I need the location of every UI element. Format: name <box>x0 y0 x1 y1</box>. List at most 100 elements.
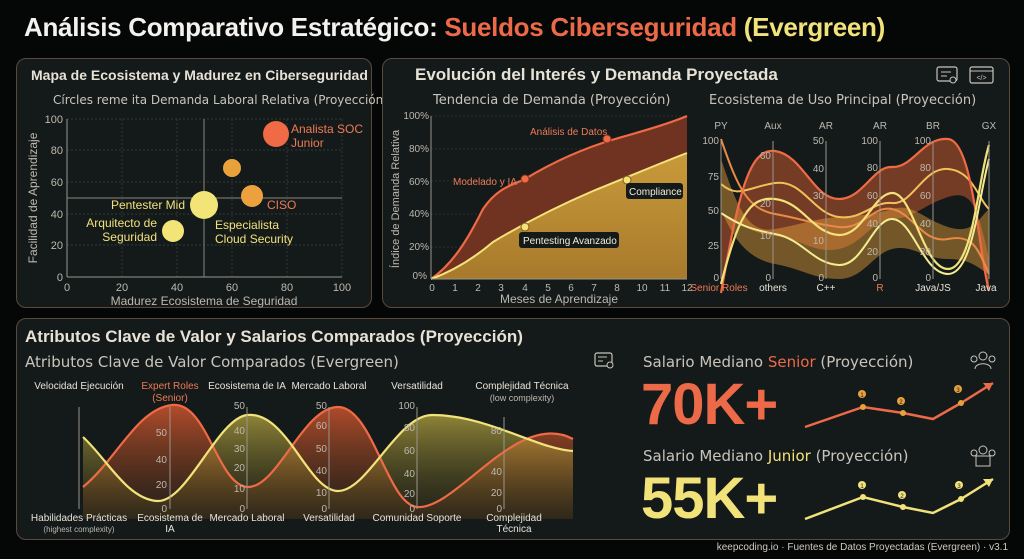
svg-text:(highest complexity): (highest complexity) <box>43 525 114 534</box>
svg-text:0: 0 <box>57 272 63 284</box>
panel-subtitle: Círcles reme ita Demanda Laboral Relativ… <box>53 93 388 107</box>
svg-text:Java/JS: Java/JS <box>915 283 951 294</box>
svg-text:5: 5 <box>545 283 551 294</box>
svg-text:0: 0 <box>64 282 70 294</box>
svg-text:40: 40 <box>813 164 825 175</box>
certificate-icon[interactable] <box>936 65 960 90</box>
svg-text:12: 12 <box>681 283 693 294</box>
svg-text:11: 11 <box>660 283 671 294</box>
svg-text:100: 100 <box>861 136 878 147</box>
svg-text:0%: 0% <box>413 271 428 282</box>
svg-text:20: 20 <box>491 488 503 499</box>
svg-text:1: 1 <box>860 393 864 399</box>
svg-text:100: 100 <box>914 136 931 147</box>
svg-text:0: 0 <box>818 273 824 284</box>
title-part-2: Sueldos Ciberseguridad <box>444 12 737 42</box>
svg-text:3: 3 <box>956 388 960 394</box>
svg-text:40: 40 <box>171 282 183 294</box>
svg-text:40: 40 <box>867 219 879 230</box>
svg-text:AR: AR <box>819 121 833 132</box>
svg-text:20%: 20% <box>409 242 429 253</box>
svg-text:Compliance: Compliance <box>629 187 682 198</box>
code-window-icon[interactable]: </> <box>969 65 995 90</box>
svg-text:75: 75 <box>708 172 720 183</box>
svg-text:60: 60 <box>920 191 932 202</box>
svg-text:Técnica: Técnica <box>496 524 531 535</box>
svg-text:60%: 60% <box>409 177 429 188</box>
svg-text:Senior Roles: Senior Roles <box>690 283 747 294</box>
svg-text:PY: PY <box>714 121 728 132</box>
svg-text:20: 20 <box>867 247 879 258</box>
svg-text:(low complexity): (low complexity) <box>490 393 555 403</box>
svg-text:20: 20 <box>116 282 128 294</box>
svg-text:0: 0 <box>161 504 167 515</box>
svg-text:40: 40 <box>51 209 63 221</box>
svg-text:Comunidad Soporte: Comunidad Soporte <box>373 513 462 524</box>
svg-text:100: 100 <box>702 136 719 147</box>
ecosystem-map-panel: Mapa de Ecosistema y Madurez en Ciberseg… <box>16 58 388 308</box>
bubble-chart: 100 80 60 40 20 0 0 20 40 60 80 100 Madurez Ecos… <box>26 114 363 308</box>
svg-text:Ecosistema de IA: Ecosistema de IA <box>208 381 286 392</box>
svg-text:Ecosistema de: Ecosistema de <box>137 513 203 524</box>
svg-text:20: 20 <box>234 463 246 474</box>
svg-text:6: 6 <box>568 283 574 294</box>
panel-title: Evolución del Interés y Demanda Proyecta… <box>415 65 778 84</box>
team-icon <box>967 443 999 474</box>
svg-text:60: 60 <box>404 446 416 457</box>
svg-text:80: 80 <box>867 163 879 174</box>
svg-text:25: 25 <box>708 241 720 252</box>
bubble-arquitecto[interactable] <box>162 220 184 242</box>
svg-text:80: 80 <box>491 426 503 437</box>
svg-text:50: 50 <box>813 136 825 147</box>
svg-text:4: 4 <box>522 283 528 294</box>
svg-text:60: 60 <box>226 282 238 294</box>
senior-trend-sparkline: 1 2 3 <box>804 381 994 429</box>
svg-text:0: 0 <box>713 273 719 284</box>
svg-text:Velocidad Ejecución: Velocidad Ejecución <box>34 381 124 392</box>
svg-text:Junior: Junior <box>291 136 324 150</box>
bubble-ciso[interactable] <box>241 185 263 207</box>
svg-text:AR: AR <box>873 121 887 132</box>
svg-text:50: 50 <box>234 401 246 412</box>
svg-text:100%: 100% <box>403 111 429 122</box>
svg-text:Java: Java <box>975 283 997 294</box>
svg-text:2: 2 <box>899 400 903 406</box>
svg-text:Modelado y IA: Modelado y IA <box>453 177 517 188</box>
bubble-analista-soc[interactable] <box>263 121 289 147</box>
svg-text:BR: BR <box>926 121 940 132</box>
attributes-salaries-panel: Atributos Clave de Valor y Salarios Comp… <box>16 318 1010 540</box>
svg-text:40: 40 <box>404 469 416 480</box>
svg-text:0: 0 <box>765 273 771 284</box>
x-axis-label: Madurez Ecosistema de Seguridad <box>111 294 298 308</box>
left-subtitle: Tendencia de Demanda (Proyección) <box>433 93 671 108</box>
svg-text:IA: IA <box>165 524 175 535</box>
svg-text:2: 2 <box>475 283 481 294</box>
svg-text:10: 10 <box>813 236 825 247</box>
svg-text:40: 40 <box>920 219 932 230</box>
panel-title: Atributos Clave de Valor y Salarios Comp… <box>25 327 523 346</box>
svg-text:30: 30 <box>813 191 825 202</box>
svg-text:0: 0 <box>872 273 878 284</box>
senior-salary-value: 70K+ <box>641 372 778 437</box>
svg-text:1: 1 <box>860 484 864 490</box>
x-axis-label: Meses de Aprendizaje <box>500 292 618 306</box>
svg-text:0: 0 <box>496 504 502 515</box>
svg-text:</>: </> <box>976 75 986 82</box>
svg-text:Arquitecto de: Arquitecto de <box>86 216 157 230</box>
svg-text:80: 80 <box>920 163 932 174</box>
bubble-pentester[interactable] <box>190 191 218 219</box>
panel-subtitle: Atributos Clave de Valor Comparados (Eve… <box>25 353 399 371</box>
svg-text:8: 8 <box>614 283 620 294</box>
svg-text:1: 1 <box>452 283 458 294</box>
certificate-icon[interactable] <box>594 351 616 376</box>
svg-text:40: 40 <box>316 466 328 477</box>
svg-text:20: 20 <box>51 240 63 252</box>
svg-text:Mercado Laboral: Mercado Laboral <box>291 381 366 392</box>
svg-text:60: 60 <box>760 151 772 162</box>
svg-text:0: 0 <box>239 504 245 515</box>
bubble-unlabeled[interactable] <box>223 159 241 177</box>
svg-text:40: 40 <box>234 426 246 437</box>
svg-text:0: 0 <box>925 273 931 284</box>
page-title: Análisis Comparativo Estratégico: Sueldo… <box>24 12 885 43</box>
